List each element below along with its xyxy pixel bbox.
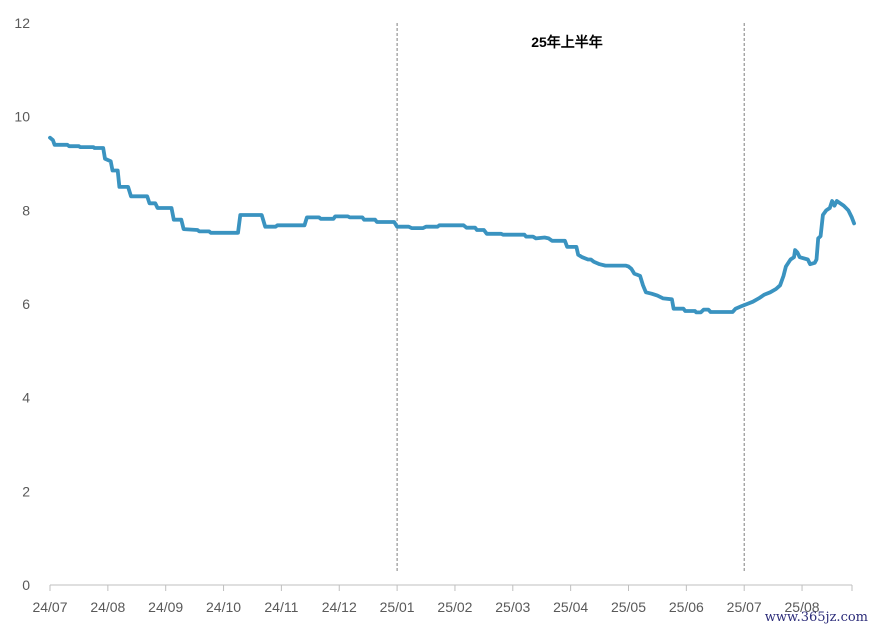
y-axis-ticks: 0 2 4 6 8 10 12 xyxy=(14,15,30,593)
x-tick-label: 25/03 xyxy=(495,599,530,615)
series-group xyxy=(48,135,856,315)
x-tick-label: 25/07 xyxy=(727,599,762,615)
watermark-text: www.365jz.com xyxy=(765,610,868,625)
period-dividers xyxy=(396,23,745,572)
x-tick-label: 24/12 xyxy=(322,599,357,615)
y-tick-label: 6 xyxy=(22,296,30,312)
x-axis: 24/07 24/08 24/09 24/10 24/11 24/12 25/01 25/02… xyxy=(32,584,853,615)
x-tick-label: 25/01 xyxy=(380,599,415,615)
x-tick-label: 24/09 xyxy=(148,599,183,615)
x-tick-label: 24/11 xyxy=(264,599,298,615)
x-tick-label: 24/10 xyxy=(206,599,241,615)
y-tick-label: 12 xyxy=(14,15,30,31)
y-tick-label: 8 xyxy=(22,202,30,218)
y-tick-label: 0 xyxy=(22,577,30,593)
x-tick-label: 24/08 xyxy=(90,599,125,615)
y-tick-label: 2 xyxy=(22,483,30,499)
y-tick-label: 10 xyxy=(14,109,30,125)
x-tick-label: 25/04 xyxy=(553,599,588,615)
x-tick-label: 24/07 xyxy=(32,599,67,615)
y-tick-label: 4 xyxy=(22,390,30,406)
x-tick-label: 25/06 xyxy=(669,599,704,615)
x-tick-label: 25/05 xyxy=(611,599,646,615)
series-line xyxy=(48,135,856,315)
x-tick-label: 25/08 xyxy=(785,599,820,615)
annotation-label: 25年上半年 xyxy=(531,34,603,50)
x-tick-label: 25/02 xyxy=(437,599,472,615)
